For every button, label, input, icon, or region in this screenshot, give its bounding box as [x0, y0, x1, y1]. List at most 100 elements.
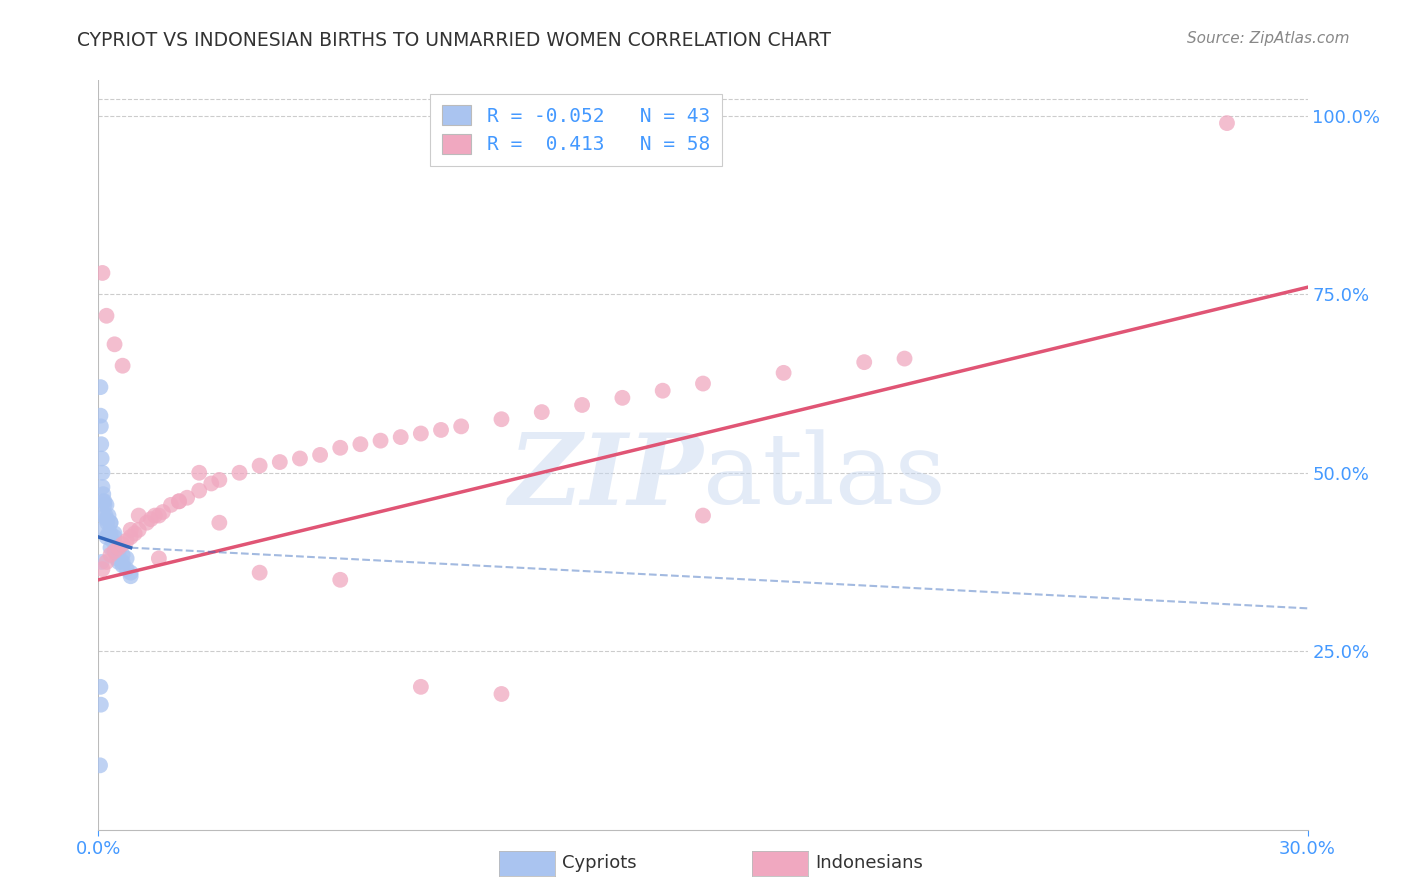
Point: [100, 548, 122, 562]
Point: [97, 508, 120, 523]
Point: [228, 466, 250, 480]
Point: [100, 541, 122, 555]
Point: [107, 544, 129, 558]
Point: [208, 473, 231, 487]
Point: [309, 448, 332, 462]
Point: [329, 441, 352, 455]
Point: [329, 573, 352, 587]
Point: [90, 555, 112, 569]
Point: [143, 508, 166, 523]
Point: [120, 530, 142, 544]
Point: [288, 451, 311, 466]
Point: [115, 533, 138, 548]
Point: [101, 533, 124, 548]
Point: [100, 526, 122, 541]
Point: [450, 419, 472, 434]
Point: [491, 412, 513, 426]
Point: [167, 494, 190, 508]
Point: [91, 480, 114, 494]
Text: atlas: atlas: [703, 430, 946, 525]
Text: ZIP: ZIP: [508, 429, 703, 525]
Point: [409, 426, 432, 441]
Point: [692, 376, 714, 391]
Point: [176, 491, 198, 505]
Point: [430, 423, 453, 437]
Point: [853, 355, 876, 369]
Point: [103, 544, 125, 558]
Point: [111, 537, 134, 551]
Point: [91, 523, 114, 537]
Point: [167, 494, 190, 508]
Point: [111, 359, 134, 373]
Point: [249, 458, 271, 473]
Text: Indonesians: Indonesians: [815, 855, 924, 872]
Point: [90, 451, 112, 466]
Point: [148, 551, 170, 566]
Point: [389, 430, 412, 444]
Point: [651, 384, 673, 398]
Point: [124, 526, 146, 541]
Point: [96, 498, 118, 512]
Point: [188, 483, 211, 498]
Point: [612, 391, 634, 405]
Point: [188, 466, 211, 480]
Point: [893, 351, 915, 366]
Point: [100, 516, 122, 530]
Point: [160, 498, 183, 512]
Point: [91, 562, 114, 576]
Point: [105, 551, 128, 566]
Point: [692, 508, 714, 523]
Text: Source: ZipAtlas.com: Source: ZipAtlas.com: [1187, 31, 1350, 46]
Point: [111, 548, 134, 562]
Point: [89, 680, 111, 694]
Point: [208, 516, 231, 530]
Point: [91, 508, 114, 523]
Point: [111, 558, 134, 573]
Point: [89, 409, 111, 423]
Point: [90, 437, 112, 451]
Point: [103, 544, 125, 558]
Point: [103, 337, 125, 351]
Point: [97, 526, 120, 541]
Point: [135, 516, 157, 530]
Point: [115, 551, 138, 566]
Point: [91, 487, 114, 501]
Point: [249, 566, 271, 580]
Point: [772, 366, 794, 380]
Point: [96, 530, 118, 544]
Point: [200, 476, 222, 491]
Point: [120, 566, 142, 580]
Point: [96, 309, 118, 323]
Point: [91, 494, 114, 508]
Point: [120, 569, 142, 583]
Point: [103, 530, 125, 544]
Point: [96, 555, 118, 569]
Point: [1216, 116, 1239, 130]
Point: [139, 512, 162, 526]
Text: CYPRIOT VS INDONESIAN BIRTHS TO UNMARRIED WOMEN CORRELATION CHART: CYPRIOT VS INDONESIAN BIRTHS TO UNMARRIE…: [77, 31, 831, 50]
Point: [90, 419, 112, 434]
Point: [148, 508, 170, 523]
Point: [152, 505, 174, 519]
Point: [93, 494, 115, 508]
Point: [107, 541, 129, 555]
Point: [89, 380, 111, 394]
Legend: R = -0.052   N = 43, R =  0.413   N = 58: R = -0.052 N = 43, R = 0.413 N = 58: [430, 94, 721, 166]
Point: [103, 526, 125, 541]
Point: [409, 680, 432, 694]
Point: [120, 523, 142, 537]
Point: [89, 758, 111, 772]
Point: [370, 434, 392, 448]
Point: [91, 466, 114, 480]
Point: [96, 512, 118, 526]
Point: [90, 698, 112, 712]
Point: [491, 687, 513, 701]
Point: [107, 541, 129, 555]
Point: [94, 508, 117, 523]
Point: [128, 523, 150, 537]
Text: Cypriots: Cypriots: [562, 855, 637, 872]
Point: [269, 455, 291, 469]
Point: [96, 516, 118, 530]
Point: [128, 508, 150, 523]
Point: [100, 516, 122, 530]
